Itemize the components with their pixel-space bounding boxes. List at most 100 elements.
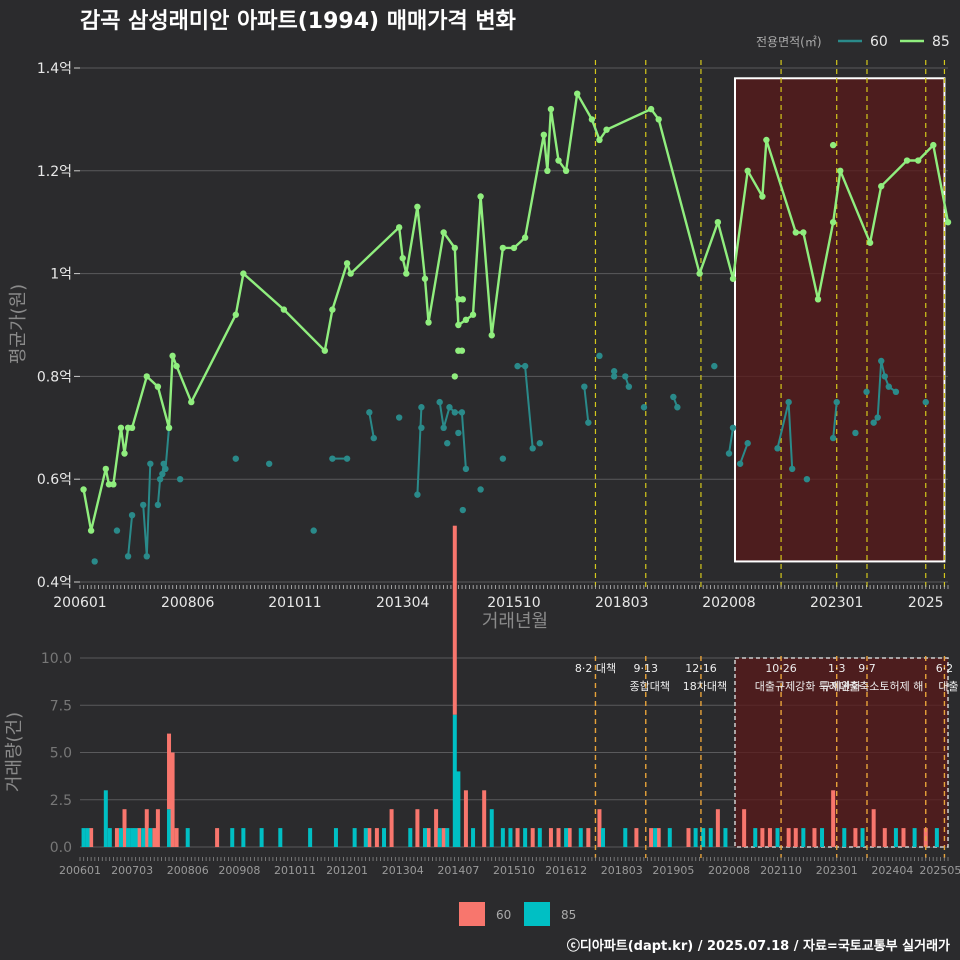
data-point-60 bbox=[878, 357, 885, 365]
data-point-85 bbox=[655, 116, 662, 123]
data-point-85 bbox=[903, 157, 911, 164]
volume-bar-85 bbox=[422, 828, 427, 847]
x-tick-label: 2025 bbox=[908, 595, 944, 611]
data-point-60 bbox=[455, 429, 462, 437]
data-point-60 bbox=[922, 398, 929, 406]
volume-bar-85 bbox=[564, 828, 569, 847]
volume-x-tick-label: 202505 bbox=[919, 864, 960, 877]
volume-x-tick-label: 202404 bbox=[871, 864, 913, 877]
data-point-60 bbox=[789, 465, 796, 473]
data-point-85 bbox=[603, 126, 610, 133]
volume-bar-60 bbox=[374, 828, 379, 847]
policy-label-detail: 규제완화 bbox=[820, 680, 860, 693]
data-point-60 bbox=[128, 511, 136, 519]
data-point-60 bbox=[610, 373, 618, 380]
data-point-60 bbox=[622, 373, 629, 380]
footer-credit: ⓒ디아파트(dapt.kr) / 2025.07.18 / 자료=국토교통부 실… bbox=[567, 938, 950, 954]
volume-bar-85 bbox=[667, 828, 672, 847]
volume-bar-85 bbox=[753, 828, 758, 847]
data-point-60 bbox=[140, 501, 147, 509]
volume-x-tick-label: 200703 bbox=[111, 864, 153, 877]
volume-bar-60 bbox=[122, 809, 127, 847]
data-point-85 bbox=[878, 183, 885, 190]
data-point-60 bbox=[785, 398, 792, 406]
series-line-60 bbox=[142, 463, 152, 558]
data-point-60 bbox=[395, 414, 403, 421]
data-point-60 bbox=[91, 558, 98, 565]
data-point-60 bbox=[444, 440, 451, 447]
data-point-60 bbox=[829, 434, 837, 442]
volume-x-tick-label: 201612 bbox=[545, 864, 587, 877]
policy-label: 10·26 bbox=[765, 662, 797, 675]
data-point-85 bbox=[729, 275, 737, 282]
volume-legend-label-60: 60 bbox=[496, 908, 511, 922]
data-point-60 bbox=[674, 404, 681, 411]
data-point-60 bbox=[803, 476, 811, 483]
volume-bar-85 bbox=[308, 828, 313, 847]
volume-bar-85 bbox=[578, 828, 583, 847]
data-point-60 bbox=[440, 424, 447, 431]
series-line-60 bbox=[438, 401, 467, 469]
x-tick-label: 201510 bbox=[487, 595, 540, 611]
x-tick-label: 200806 bbox=[161, 595, 215, 611]
volume-bar-85 bbox=[141, 828, 146, 847]
x-tick-label: 202008 bbox=[702, 595, 755, 611]
data-point-60 bbox=[446, 404, 453, 411]
volume-bar-60 bbox=[882, 828, 887, 847]
volume-bar-60 bbox=[152, 828, 157, 847]
volume-bar-60 bbox=[415, 809, 420, 847]
data-point-85 bbox=[143, 373, 150, 380]
series-line-60 bbox=[517, 365, 534, 449]
data-point-60 bbox=[477, 486, 484, 493]
volume-bar-85 bbox=[103, 790, 108, 847]
data-point-85 bbox=[232, 311, 239, 318]
data-point-85 bbox=[829, 219, 837, 226]
x-tick-label: 201803 bbox=[595, 595, 648, 611]
data-point-85 bbox=[110, 481, 117, 488]
volume-bar-60 bbox=[586, 828, 591, 847]
volume-bar-85 bbox=[445, 828, 450, 847]
y-axis-title: 평균가(원) bbox=[8, 284, 29, 364]
volume-bar-60 bbox=[170, 752, 175, 847]
data-point-85 bbox=[105, 481, 113, 488]
data-point-60 bbox=[147, 460, 154, 467]
volume-bar-85 bbox=[456, 771, 461, 847]
series-line-60 bbox=[583, 386, 590, 423]
data-point-85 bbox=[866, 239, 874, 246]
volume-bar-60 bbox=[441, 828, 446, 847]
data-point-60 bbox=[418, 404, 425, 411]
volume-bar-60 bbox=[137, 828, 142, 847]
x-tick-label: 201011 bbox=[268, 595, 321, 611]
data-point-60 bbox=[310, 527, 317, 534]
chart-title: 감곡 삼성래미안 아파트(1994) 매매가격 변화 bbox=[80, 9, 516, 34]
data-point-60 bbox=[124, 553, 132, 560]
series-line-60 bbox=[739, 442, 749, 465]
data-point-85 bbox=[459, 296, 467, 303]
data-point-60 bbox=[625, 383, 633, 390]
y-tick-label: 1억 bbox=[50, 267, 72, 283]
data-point-60 bbox=[581, 383, 588, 390]
data-point-60 bbox=[774, 445, 781, 452]
volume-bar-60 bbox=[901, 828, 906, 847]
data-point-85 bbox=[117, 424, 125, 431]
data-point-60 bbox=[852, 429, 859, 437]
volume-bar-60 bbox=[556, 828, 561, 847]
volume-x-tick-label: 200601 bbox=[59, 864, 101, 877]
data-point-85 bbox=[440, 229, 447, 236]
volume-bar-85 bbox=[820, 828, 825, 847]
volume-bar-60 bbox=[715, 809, 720, 847]
volume-bar-60 bbox=[89, 828, 94, 847]
policy-label: 6·2 bbox=[936, 662, 954, 675]
data-point-60 bbox=[585, 419, 592, 426]
data-point-85 bbox=[930, 141, 937, 149]
volume-bar-85 bbox=[601, 828, 606, 847]
policy-label-detail: 대출규제강화 bbox=[755, 680, 816, 693]
data-point-60 bbox=[892, 388, 900, 396]
volume-bar-60 bbox=[389, 809, 394, 847]
y-tick-label: 1.2억 bbox=[37, 164, 72, 180]
volume-bar-85 bbox=[471, 828, 476, 847]
data-point-85 bbox=[540, 131, 548, 139]
data-point-60 bbox=[160, 460, 167, 467]
data-point-85 bbox=[588, 116, 596, 123]
data-point-85 bbox=[329, 306, 336, 313]
